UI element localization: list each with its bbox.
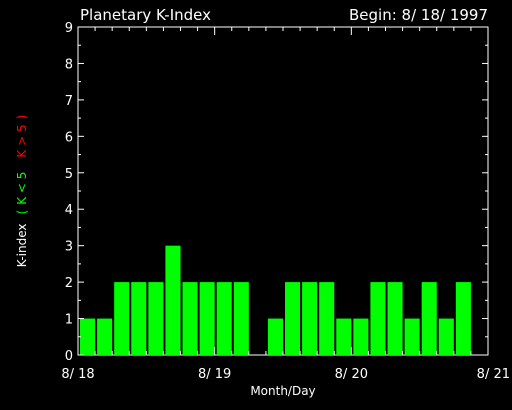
- bars-group: [80, 245, 471, 355]
- chart-subtitle: Begin: 8/ 18/ 1997: [349, 6, 488, 24]
- y-axis-label-main: K-index: [15, 223, 29, 267]
- bar-0: [80, 318, 96, 355]
- bar-4: [148, 282, 164, 355]
- bar-13: [302, 282, 318, 355]
- bar-16: [353, 318, 369, 355]
- x-tick-label-3: 8/ 21: [477, 367, 510, 382]
- bar-15: [336, 318, 352, 355]
- x-axis: 8/ 18 8/ 19 8/ 20 8/ 21: [61, 27, 510, 382]
- bar-12: [285, 282, 301, 355]
- bar-6: [182, 282, 198, 355]
- y-tick-label-1: 1: [65, 313, 73, 328]
- x-axis-label: Month/Day: [250, 384, 315, 398]
- y-tick-label-3: 3: [65, 240, 73, 255]
- bar-9: [233, 282, 249, 355]
- bar-1: [97, 318, 113, 355]
- bar-22: [455, 282, 471, 355]
- bar-14: [319, 282, 335, 355]
- chart-title: Planetary K-Index: [80, 6, 211, 24]
- y-tick-label-7: 7: [65, 94, 73, 109]
- x-tick-label-0: 8/ 18: [61, 367, 94, 382]
- bar-2: [114, 282, 130, 355]
- y-axis-label-open-paren: (: [15, 210, 29, 215]
- y-axis: 0 1 2 3 4 5 6 7 8 9: [65, 21, 488, 364]
- bar-18: [387, 282, 403, 355]
- y-tick-label-5: 5: [65, 167, 73, 182]
- y-tick-label-2: 2: [65, 276, 73, 291]
- bar-20: [421, 282, 437, 355]
- bar-7: [199, 282, 215, 355]
- y-tick-label-9: 9: [65, 21, 73, 36]
- bar-19: [404, 318, 420, 355]
- y-axis-label-high: K > 5: [15, 124, 29, 157]
- bar-21: [438, 318, 454, 355]
- y-axis-label-close-paren: ): [15, 115, 29, 120]
- x-tick-label-2: 8/ 20: [335, 367, 368, 382]
- y-tick-label-6: 6: [65, 130, 73, 145]
- y-axis-label-low: K < 5: [15, 172, 29, 205]
- y-axis-label: K-index ( K < 5 K > 5): [15, 115, 29, 268]
- bar-8: [216, 282, 232, 355]
- y-tick-label-4: 4: [65, 203, 73, 218]
- bar-5: [165, 245, 181, 355]
- x-tick-label-1: 8/ 19: [198, 367, 231, 382]
- bar-17: [370, 282, 386, 355]
- bar-3: [131, 282, 147, 355]
- bar-11: [267, 318, 283, 355]
- y-tick-label-0: 0: [65, 349, 73, 364]
- y-tick-label-8: 8: [65, 57, 73, 72]
